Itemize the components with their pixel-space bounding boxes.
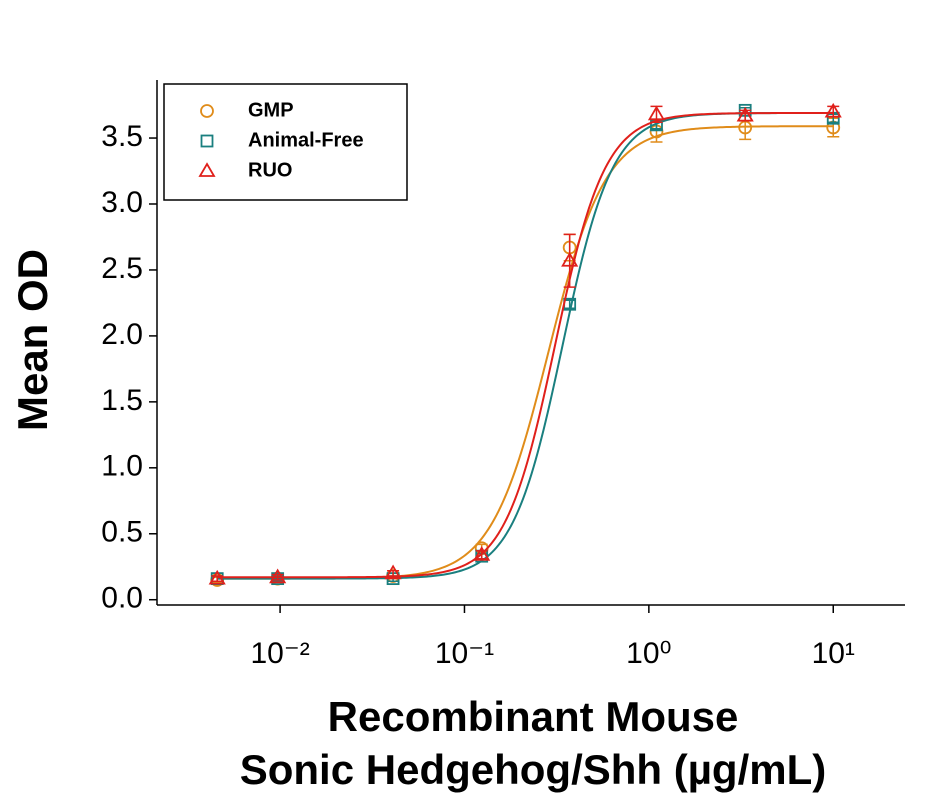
x-axis-title: Sonic Hedgehog/Shh (µg/mL): [240, 746, 827, 793]
data-point: [384, 564, 402, 580]
legend-label: RUO: [248, 159, 292, 181]
legend-label: GMP: [248, 99, 294, 121]
x-axis-title: Recombinant Mouse: [328, 693, 739, 740]
data-point: [561, 251, 579, 267]
y-tick-label: 2.5: [101, 252, 143, 285]
error-bar: [563, 233, 576, 288]
data-point: [647, 105, 666, 121]
x-tick-label: 10⁰: [626, 637, 671, 670]
x-tick-label: 10¹: [812, 637, 855, 670]
error-bar: [475, 550, 488, 560]
error-bar: [271, 573, 284, 581]
error-bar: [211, 575, 224, 583]
y-tick-label: 1.5: [101, 384, 143, 417]
x-tick-label: 10⁻¹: [435, 637, 494, 670]
data-point: [208, 569, 226, 585]
y-tick-label: 1.0: [101, 450, 143, 483]
error-bar: [387, 569, 400, 577]
legend-label: Animal-Free: [248, 129, 364, 151]
fit-curve: [217, 111, 834, 579]
x-tick-label: 10⁻²: [250, 637, 309, 670]
y-tick-label: 2.0: [101, 318, 143, 351]
legend-marker: [198, 162, 216, 177]
data-point: [269, 568, 287, 584]
y-tick-label: 3.0: [101, 186, 143, 219]
data-point: [736, 106, 754, 122]
y-tick-label: 0.0: [101, 582, 143, 615]
data-point: [824, 102, 842, 118]
legend-box: [163, 83, 408, 201]
legend-marker: [200, 104, 214, 118]
y-axis-title: Mean OD: [9, 249, 56, 431]
data-point: [473, 546, 491, 561]
legend-marker: [200, 134, 214, 148]
y-tick-label: 0.5: [101, 516, 143, 549]
y-tick-label: 3.5: [101, 120, 143, 153]
